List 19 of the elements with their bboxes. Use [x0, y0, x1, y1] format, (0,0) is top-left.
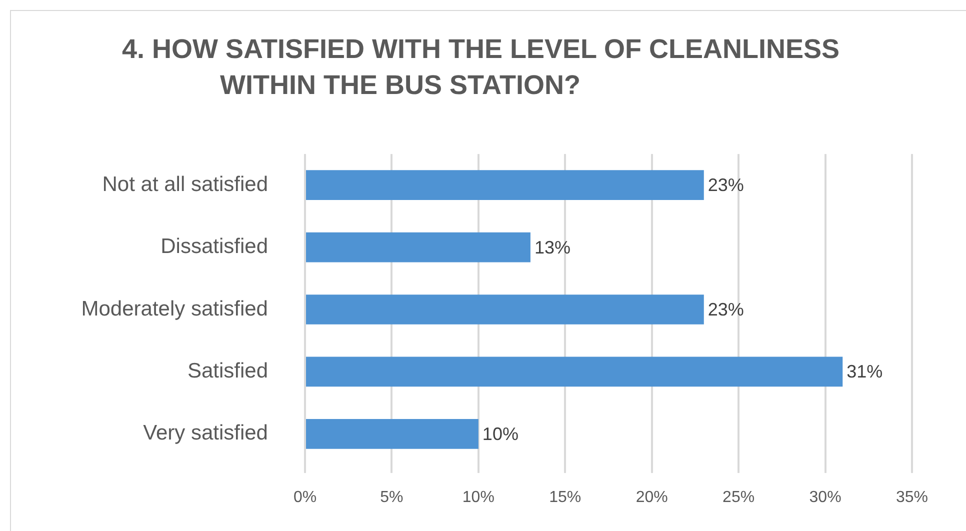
x-tick-label: 35%	[896, 489, 928, 506]
data-label: 13%	[534, 237, 570, 258]
x-tick-label: 25%	[722, 489, 755, 506]
data-label: 31%	[846, 362, 883, 382]
y-tick-label: Dissatisfied	[160, 235, 268, 258]
y-tick-label: Not at all satisfied	[102, 172, 268, 196]
data-label: 23%	[708, 299, 744, 320]
x-tick-label: 30%	[809, 489, 842, 506]
chart-title: 4. HOW SATISFIED WITH THE LEVEL OF CLEANLINESS WITHIN THE BUS STATION?	[122, 33, 841, 102]
data-label: 23%	[708, 175, 744, 196]
x-tick-label: 10%	[462, 489, 494, 506]
data-label: 10%	[482, 424, 518, 444]
x-tick-label: 20%	[636, 489, 668, 506]
y-tick-label: Satisfied	[187, 359, 268, 382]
x-tick-label: 0%	[293, 489, 317, 506]
x-tick-label: 5%	[380, 489, 404, 506]
y-tick-label: Very satisfied	[143, 422, 268, 445]
y-tick-label: Moderately satisfied	[81, 297, 268, 320]
x-tick-label: 15%	[549, 489, 582, 506]
